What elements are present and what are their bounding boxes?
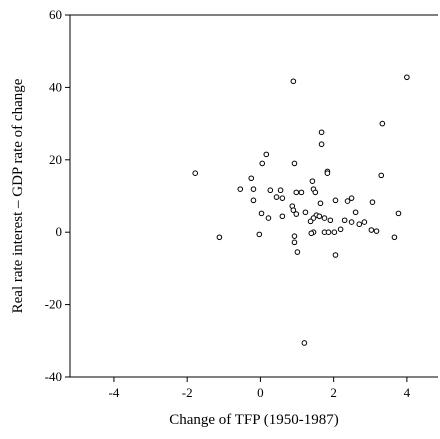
point <box>321 215 328 221</box>
point <box>307 218 314 225</box>
point <box>324 170 331 176</box>
y-tick-label: 20 <box>49 152 62 167</box>
point <box>290 207 297 213</box>
point <box>316 213 323 220</box>
point <box>341 217 348 224</box>
point <box>258 210 265 217</box>
point <box>279 195 286 201</box>
point <box>250 186 257 192</box>
point <box>237 186 244 192</box>
point <box>332 252 339 258</box>
point <box>302 209 309 216</box>
point <box>291 239 298 246</box>
point <box>373 228 380 234</box>
x-tick-label: -4 <box>109 385 120 400</box>
point <box>348 219 355 225</box>
point <box>348 195 355 201</box>
point <box>265 215 272 221</box>
point <box>273 194 280 200</box>
y-tick-label: 60 <box>49 7 62 22</box>
point <box>327 217 334 224</box>
y-axis-label: Real rate interest – GDP rate of change <box>10 78 26 313</box>
point <box>294 249 301 255</box>
point <box>378 172 385 179</box>
point <box>277 187 284 194</box>
point <box>293 211 300 217</box>
point <box>395 210 402 217</box>
point <box>331 229 338 235</box>
point <box>267 187 274 194</box>
point <box>361 219 368 225</box>
point <box>263 151 270 158</box>
point <box>250 197 257 204</box>
point <box>291 233 298 239</box>
point <box>256 231 263 238</box>
point <box>291 160 298 167</box>
point <box>332 197 339 204</box>
point <box>312 189 319 196</box>
point <box>318 129 325 136</box>
point <box>318 141 325 148</box>
point <box>216 234 223 241</box>
point <box>356 221 363 228</box>
point <box>344 198 351 204</box>
point <box>404 74 410 81</box>
point <box>391 234 398 241</box>
point <box>369 199 376 205</box>
point <box>279 213 286 220</box>
y-tick-label: -40 <box>45 369 62 384</box>
x-axis-label: Change of TFP (1950-1987) <box>169 412 339 428</box>
point <box>368 227 375 233</box>
point <box>317 200 324 207</box>
point <box>259 160 266 167</box>
point <box>325 229 332 235</box>
x-tick-label: 0 <box>257 385 264 400</box>
point <box>248 175 255 182</box>
y-tick-label: -20 <box>45 297 62 312</box>
point <box>293 189 300 196</box>
point <box>192 170 199 176</box>
point <box>298 189 305 196</box>
point <box>337 226 344 233</box>
point <box>379 120 386 127</box>
point <box>290 78 297 85</box>
x-tick-label: 4 <box>404 385 411 400</box>
x-tick-label: -2 <box>182 385 193 400</box>
point <box>301 340 308 346</box>
point <box>309 178 316 184</box>
y-tick-label: 0 <box>56 224 63 239</box>
x-tick-label: 2 <box>330 385 337 400</box>
point <box>352 209 359 216</box>
y-tick-label: 40 <box>49 79 62 94</box>
point <box>308 230 315 237</box>
